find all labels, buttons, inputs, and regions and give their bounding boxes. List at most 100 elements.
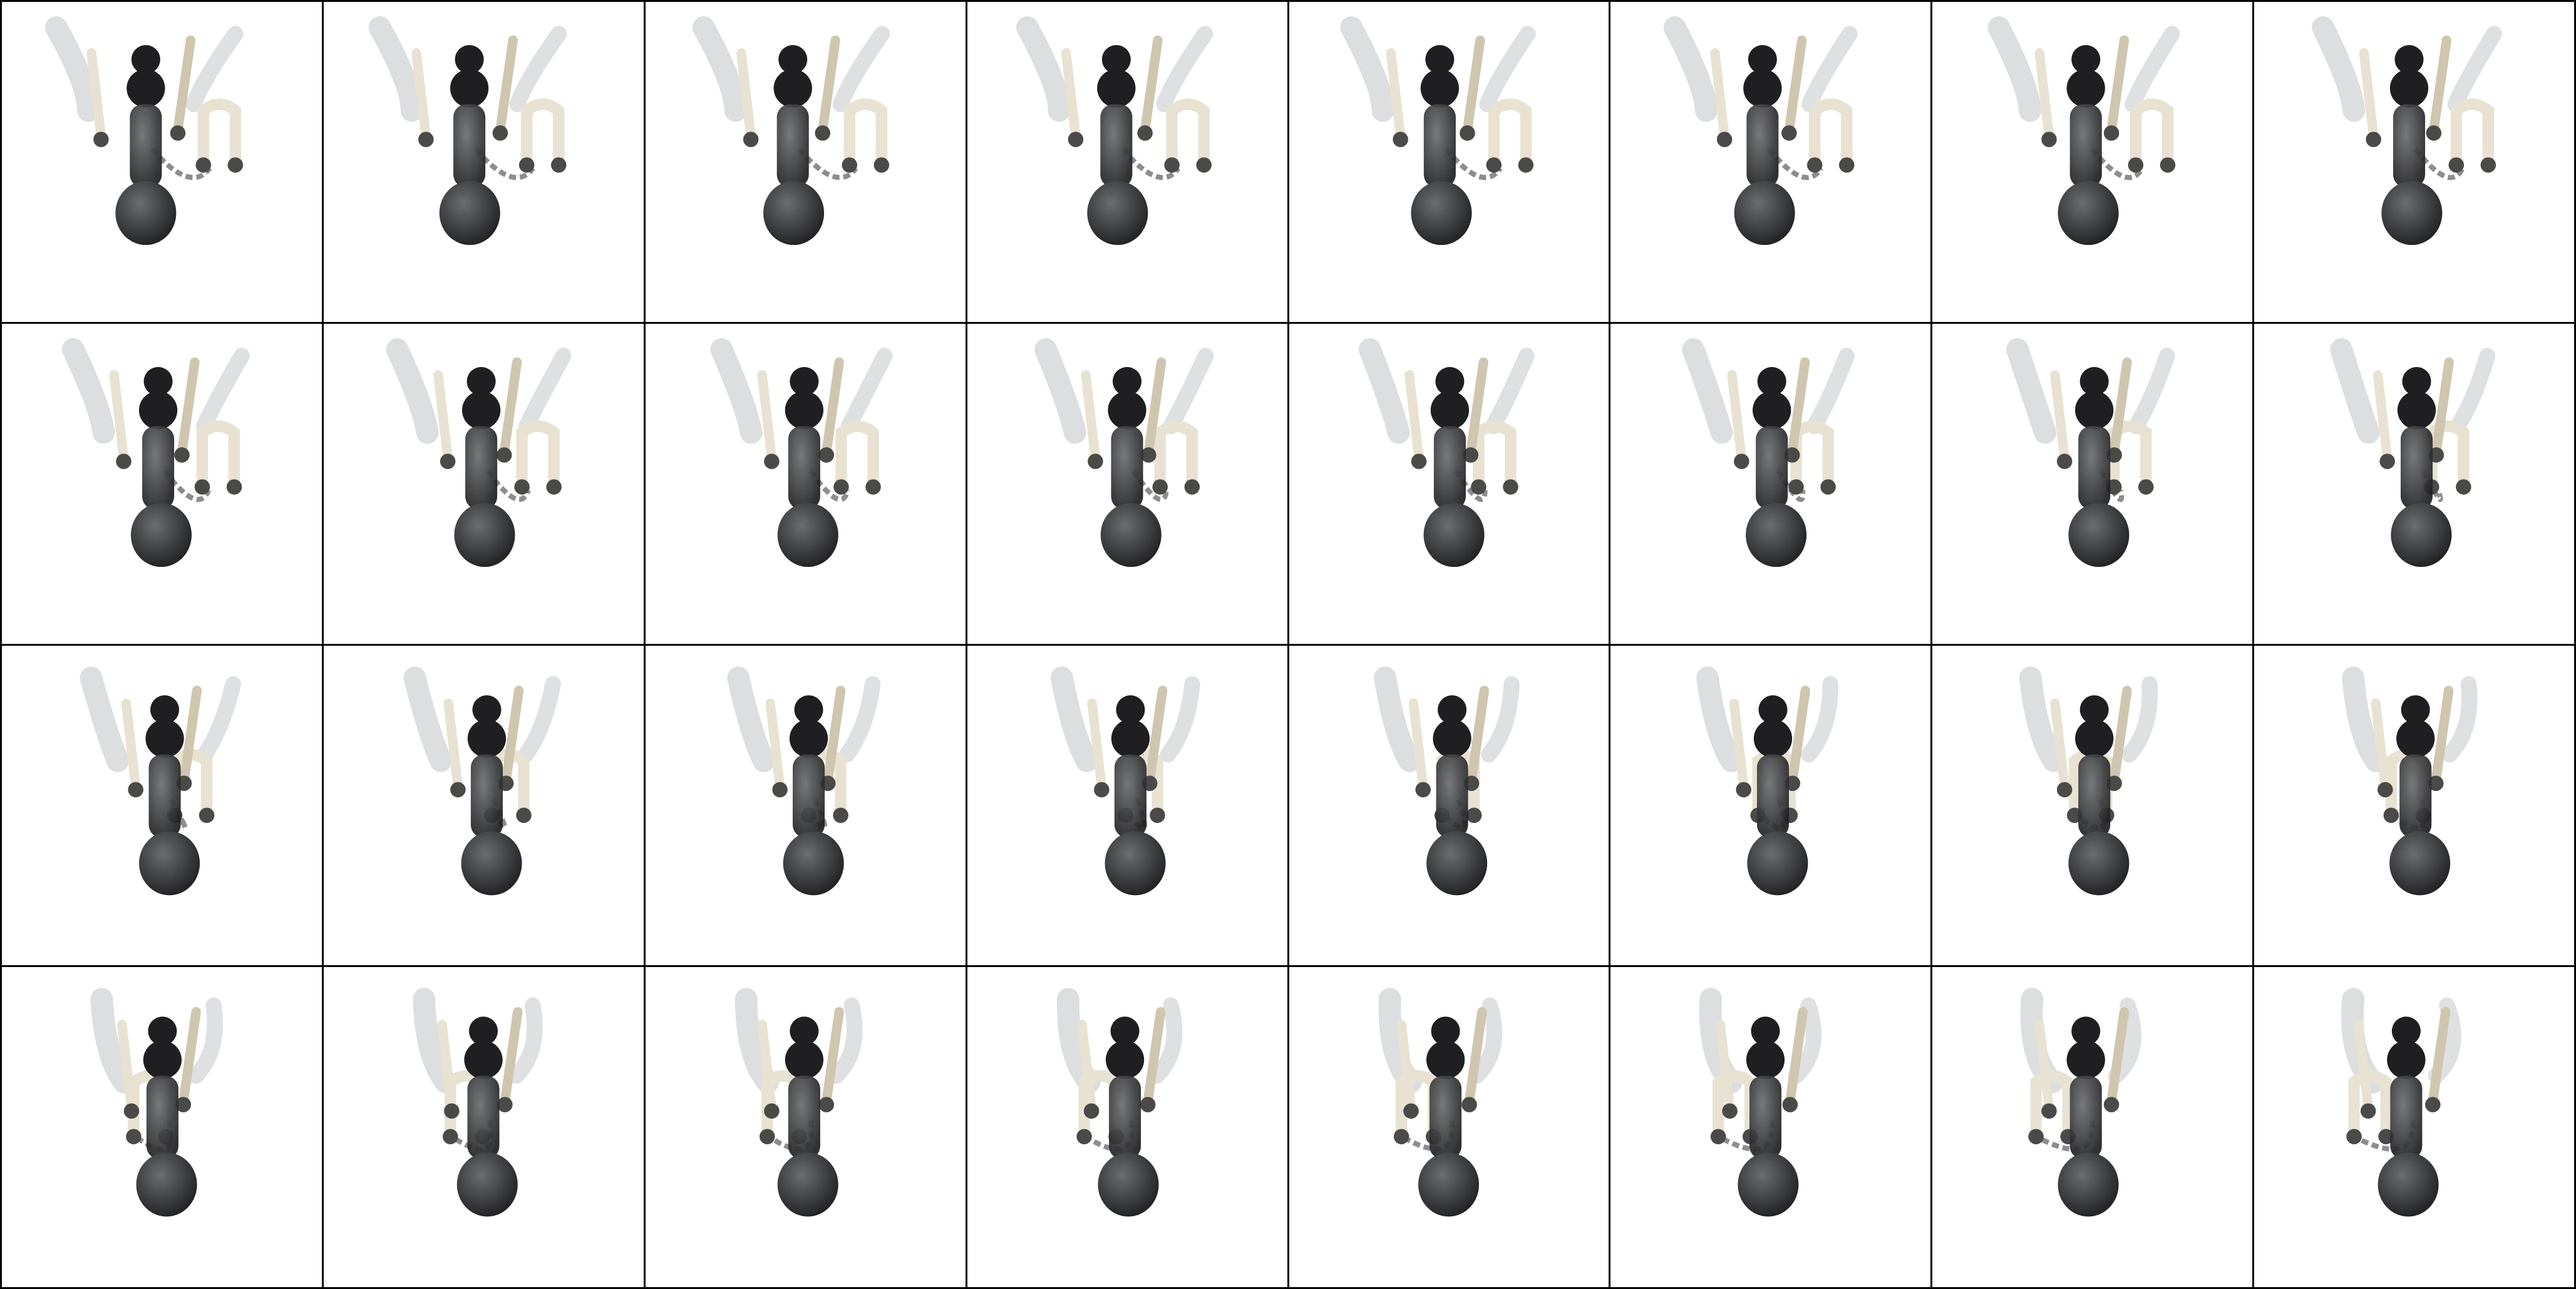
frame-cell xyxy=(2254,2,2576,324)
joint-knob xyxy=(1068,132,1083,147)
frame-cell xyxy=(2,323,324,646)
upright-limb xyxy=(2372,370,2393,463)
base-sphere xyxy=(2389,831,2451,895)
neck-column xyxy=(453,104,485,188)
joint-knob xyxy=(1076,1129,1092,1145)
ghost-limb-left xyxy=(1050,666,1098,772)
frame-cell xyxy=(645,323,967,646)
joint-knob xyxy=(2379,453,2396,469)
base-sphere xyxy=(1738,1152,1799,1217)
joint-knob xyxy=(1820,479,1837,495)
upright-limb xyxy=(1140,35,1163,135)
head-top xyxy=(150,695,180,724)
head-mid xyxy=(2075,391,2114,430)
head-top xyxy=(472,695,502,724)
frame-render xyxy=(1373,666,1520,895)
head-top xyxy=(2401,695,2430,724)
ghost-limb-right xyxy=(1468,997,1502,1084)
arch-limb xyxy=(2130,98,2174,168)
base-sphere xyxy=(439,181,500,246)
head-top xyxy=(790,1017,819,1046)
joint-knob xyxy=(518,157,535,173)
upright-limb xyxy=(2034,1020,2054,1113)
head-top xyxy=(790,366,819,396)
head-top xyxy=(455,44,484,74)
head-mid xyxy=(467,718,506,758)
joint-knob xyxy=(772,782,788,797)
frame-cell xyxy=(645,967,967,1289)
arch-limb xyxy=(1154,420,1198,490)
neck-column xyxy=(792,754,825,837)
joint-knob xyxy=(2160,157,2176,173)
joint-knob xyxy=(1393,1129,1409,1145)
base-sphere xyxy=(777,1152,838,1217)
joint-knob xyxy=(227,157,244,173)
arch-limb xyxy=(196,420,240,490)
joint-knob xyxy=(1736,782,1752,797)
head-top xyxy=(1748,44,1778,74)
head-top xyxy=(2391,1017,2421,1046)
head-top xyxy=(1437,695,1466,724)
head-mid xyxy=(1420,69,1459,108)
head-top xyxy=(794,695,823,724)
head-top xyxy=(2394,44,2424,74)
head-top xyxy=(1110,1017,1140,1046)
ghost-limb-left xyxy=(1016,16,1071,122)
frame-render xyxy=(1682,338,1855,567)
joint-knob xyxy=(2106,447,2123,463)
ghost-limb-right xyxy=(1480,676,1520,762)
neck-column xyxy=(130,104,162,188)
joint-knob xyxy=(1411,453,1426,469)
upright-limb xyxy=(1785,35,1807,135)
upright-limb xyxy=(1061,48,1081,142)
joint-knob xyxy=(2378,782,2393,797)
neck-column xyxy=(465,426,497,509)
neck-column xyxy=(148,754,181,837)
base-sphere xyxy=(763,181,824,246)
joint-knob xyxy=(93,132,109,147)
base-sphere xyxy=(1734,181,1795,246)
joint-knob xyxy=(1734,453,1749,469)
frame-cell xyxy=(1289,967,1611,1289)
upright-limb xyxy=(1404,370,1424,463)
head-top xyxy=(1751,1017,1780,1046)
upright-limb xyxy=(1386,48,1405,142)
frame-render xyxy=(1664,16,1858,246)
upright-limb xyxy=(2354,1020,2373,1113)
base-sphere xyxy=(1423,502,1485,567)
head-mid xyxy=(126,69,165,108)
ghost-limb-right xyxy=(508,997,543,1084)
upright-limb xyxy=(178,1007,201,1107)
ghost-limb-right xyxy=(2447,26,2502,113)
neck-column xyxy=(2078,754,2111,837)
head-mid xyxy=(789,718,828,758)
neck-column xyxy=(1423,104,1456,188)
joint-knob xyxy=(2057,782,2073,797)
joint-knob xyxy=(2425,1097,2441,1113)
head-mid xyxy=(2075,718,2114,758)
upright-limb xyxy=(173,35,196,135)
joint-knob xyxy=(1461,1097,1477,1113)
frame-render xyxy=(413,988,543,1217)
joint-knob xyxy=(440,453,456,469)
upright-limb xyxy=(499,357,522,457)
head-top xyxy=(2079,366,2109,396)
chain-link xyxy=(808,469,850,502)
joint-knob xyxy=(116,453,131,469)
joint-knob xyxy=(194,479,210,495)
frame-cell xyxy=(2254,967,2576,1289)
joint-knob xyxy=(833,807,848,823)
joint-knob xyxy=(1782,1097,1798,1113)
neck-column xyxy=(788,1075,820,1159)
joint-knob xyxy=(546,479,562,495)
joint-knob xyxy=(1788,479,1805,495)
upright-limb xyxy=(1727,370,1747,463)
joint-knob xyxy=(2106,775,2123,791)
frame-render xyxy=(80,666,242,895)
upright-limb xyxy=(1462,35,1485,135)
frame-render xyxy=(2342,666,2478,895)
head-mid xyxy=(461,391,501,430)
head-mid xyxy=(2397,391,2436,430)
upright-limb xyxy=(1788,685,1811,785)
